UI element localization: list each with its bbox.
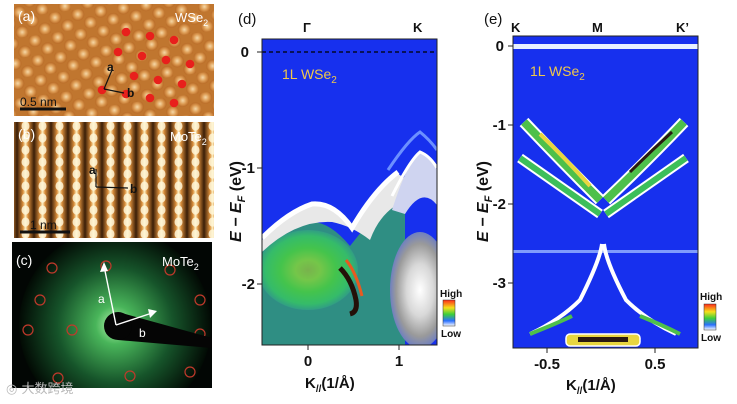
k-gamma-d: Γ bbox=[303, 20, 311, 35]
cb-low-d: Low bbox=[441, 329, 461, 340]
panel-a-vec-a: a bbox=[107, 60, 114, 74]
panel-b-vec-b: b bbox=[130, 182, 137, 196]
y-tick-d-2: -2 bbox=[242, 276, 255, 293]
cb-high-e: High bbox=[700, 292, 722, 303]
panel-a: (a) WSe2 a b 0.5 nm bbox=[14, 4, 214, 116]
panel-a-material-sub: 2 bbox=[203, 18, 208, 28]
scale-label-b: 1 nm bbox=[30, 218, 57, 232]
y-tick-d-0: 0 bbox=[241, 44, 249, 61]
panel-b-material: MoTe bbox=[170, 129, 202, 144]
xlabel-e: K//(1/Å) bbox=[566, 377, 616, 397]
panel-a-label: (a) bbox=[18, 8, 35, 24]
stm-image-b bbox=[14, 122, 214, 238]
vector-b-arrow-b bbox=[95, 186, 129, 189]
k-k-e: K bbox=[511, 20, 521, 35]
cb-high-d: High bbox=[440, 289, 462, 300]
arpes-bands-d bbox=[262, 130, 437, 345]
stm-image-a bbox=[14, 4, 214, 116]
colorbar-e bbox=[703, 303, 717, 331]
k-m-e: M bbox=[592, 20, 603, 35]
k-kprime-e: K’ bbox=[676, 20, 689, 35]
arpes-map-e bbox=[513, 36, 698, 348]
panel-b-vec-a: a bbox=[89, 163, 96, 177]
panel-c-material-sub: 2 bbox=[194, 262, 199, 272]
y-tick-e-0: 0 bbox=[496, 38, 504, 55]
vector-a-arrow-c bbox=[103, 265, 117, 326]
k-k-d: K bbox=[413, 20, 423, 35]
x-tick-d-0: 0 bbox=[304, 353, 312, 370]
panel-b-material-sub: 2 bbox=[202, 137, 207, 147]
arpes-bands-e bbox=[513, 44, 698, 347]
panel-c-label: (c) bbox=[16, 252, 32, 268]
svg-text:MoTe2: MoTe2 bbox=[162, 254, 199, 272]
inset-d-sub: 2 bbox=[331, 75, 337, 86]
watermark-icon: ◎ bbox=[6, 382, 22, 397]
red-atom-overlay bbox=[97, 27, 195, 108]
xlabel-d: K//(1/Å) bbox=[305, 375, 355, 395]
svg-text:WSe2: WSe2 bbox=[175, 10, 208, 28]
y-tick-e-3: -3 bbox=[493, 275, 506, 292]
y-tick-e-2: -2 bbox=[493, 196, 506, 213]
electron-gun-shadow bbox=[104, 312, 132, 340]
ylabel-e: E − EF (eV) bbox=[475, 161, 495, 242]
inset-e-sub: 2 bbox=[579, 72, 585, 83]
svg-text:MoTe2: MoTe2 bbox=[170, 129, 207, 147]
colorbar-d bbox=[442, 299, 456, 327]
cb-low-e: Low bbox=[701, 333, 721, 344]
watermark: ◎ 大数跨境 bbox=[6, 382, 74, 397]
panel-b-label: (b) bbox=[18, 126, 35, 142]
inset-d: 1L WSe bbox=[282, 66, 331, 82]
panel-e: (e) K M K’ 1L WSe2 0 -1 -2 -3 -0.5 0.5 E… bbox=[475, 11, 722, 397]
panel-a-vec-b: b bbox=[127, 86, 134, 100]
panel-c-vec-b: b bbox=[139, 326, 146, 340]
svg-text:1L WSe2: 1L WSe2 bbox=[282, 66, 337, 86]
panel-d-label: (d) bbox=[238, 11, 256, 28]
x-tick-e-1: 0.5 bbox=[645, 356, 666, 373]
panel-d: (d) Γ K 1L WSe2 0 -1 -2 0 1 E − EF (eV) … bbox=[228, 11, 462, 395]
scale-label-a: 0.5 nm bbox=[20, 95, 57, 109]
panel-e-label: (e) bbox=[484, 11, 502, 28]
panel-c-vec-a: a bbox=[98, 292, 105, 306]
x-tick-e-0: -0.5 bbox=[534, 356, 560, 373]
diffraction-spots bbox=[22, 260, 206, 384]
panel-c: (c) MoTe2 a b bbox=[12, 242, 212, 388]
vector-b-arrow-c bbox=[115, 312, 153, 326]
ylabel-d: E − EF (eV) bbox=[228, 161, 248, 242]
x-tick-d-1: 1 bbox=[395, 353, 403, 370]
inset-e: 1L WSe bbox=[530, 63, 579, 79]
panel-b: (b) MoTe2 a b 1 nm bbox=[14, 122, 214, 238]
panel-c-material: MoTe bbox=[162, 254, 194, 269]
y-tick-d-1: -1 bbox=[242, 160, 255, 177]
sample-holder-shadow bbox=[118, 312, 212, 348]
vector-a-arrow bbox=[103, 69, 113, 90]
vector-b-arrow bbox=[103, 88, 125, 94]
panel-a-material: WSe bbox=[175, 10, 203, 25]
y-tick-e-1: -1 bbox=[493, 117, 506, 134]
svg-text:1L WSe2: 1L WSe2 bbox=[530, 63, 585, 83]
